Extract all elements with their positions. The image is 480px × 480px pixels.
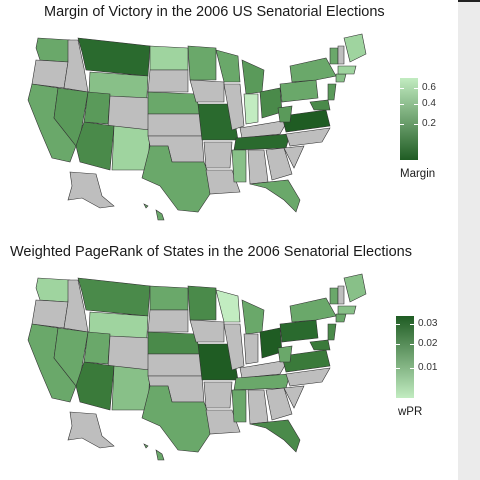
state-la: [205, 409, 241, 435]
state-hi: [155, 209, 165, 221]
state-wv: [277, 345, 293, 363]
state-hi-2: [143, 203, 149, 209]
state-il: [223, 83, 245, 131]
state-fl: [249, 419, 301, 453]
state-ut: [83, 91, 111, 125]
state-ga: [265, 387, 293, 421]
top-edge-bar: [458, 0, 480, 2]
state-mt: [77, 277, 151, 317]
state-ky: [239, 359, 289, 379]
state-ms: [231, 389, 247, 423]
state-tx: [141, 145, 215, 213]
state-ga: [265, 147, 293, 181]
state-nh: [337, 285, 345, 305]
state-al: [247, 149, 269, 185]
state-sd: [147, 309, 189, 333]
pagerank-tick-0.01: 0.01: [418, 362, 438, 373]
state-or: [31, 299, 69, 329]
state-nm: [111, 365, 151, 411]
margin-tick-0.4: 0.4: [422, 98, 436, 109]
pagerank-tick-0.03: 0.03: [418, 318, 438, 329]
state-ar: [203, 141, 233, 169]
state-ak: [67, 171, 115, 209]
margin-map-title: Margin of Victory in the 2006 US Senator…: [44, 4, 385, 20]
pagerank-legend-title: wPR: [398, 406, 423, 418]
state-ne: [147, 331, 201, 355]
state-ms: [231, 149, 247, 183]
state-me: [343, 33, 367, 63]
pagerank-panel: Weighted PageRank of States in the 2006 …: [0, 240, 458, 480]
pagerank-map-title: Weighted PageRank of States in the 2006 …: [10, 244, 412, 260]
state-ny: [289, 57, 337, 83]
state-ky: [239, 119, 289, 139]
state-ma: [337, 65, 357, 75]
state-tx: [141, 385, 215, 453]
pagerank-us-map: [27, 273, 367, 461]
state-nm: [111, 125, 151, 171]
state-ct: [335, 313, 347, 323]
state-wa: [35, 37, 71, 63]
state-hi: [155, 449, 165, 461]
state-va: [281, 109, 331, 133]
state-ia: [189, 319, 225, 343]
margin-panel: Margin of Victory in the 2006 US Senator…: [0, 0, 458, 240]
state-sc: [283, 385, 305, 409]
state-wi: [215, 49, 241, 83]
state-ct: [335, 73, 347, 83]
state-wv: [277, 105, 293, 123]
state-ks: [147, 353, 203, 377]
state-mi: [241, 299, 265, 335]
state-ut: [83, 331, 111, 365]
state-wa: [35, 277, 71, 303]
state-ny: [289, 297, 337, 323]
state-wi: [215, 289, 241, 323]
margin-tick-0.6: 0.6: [422, 82, 436, 93]
pagerank-tick-0.02: 0.02: [418, 338, 438, 349]
state-va: [281, 349, 331, 373]
margin-legend-title: Margin: [400, 168, 436, 180]
state-ks: [147, 113, 203, 137]
state-or: [31, 59, 69, 89]
state-sc: [283, 145, 305, 169]
state-az: [75, 361, 115, 411]
state-nj: [327, 323, 337, 341]
margin-tick-0.2: 0.2: [422, 118, 436, 129]
state-in: [243, 333, 259, 365]
state-il: [223, 323, 245, 371]
state-nj: [327, 83, 337, 101]
state-ne: [147, 91, 201, 115]
figure-sheet: Margin of Victory in the 2006 US Senator…: [0, 0, 458, 480]
margin-us-map: [27, 33, 367, 221]
state-pa: [279, 79, 319, 103]
state-ak: [67, 411, 115, 449]
margin-colorbar: [400, 78, 418, 160]
state-vt: [329, 287, 339, 305]
state-mt: [77, 37, 151, 77]
state-sd: [147, 69, 189, 93]
state-pa: [279, 319, 319, 343]
state-mn: [187, 45, 217, 81]
state-nd: [149, 285, 189, 311]
pagerank-colorbar: [396, 316, 414, 398]
state-me: [343, 273, 367, 303]
state-ar: [203, 381, 233, 409]
state-nh: [337, 45, 345, 65]
state-mn: [187, 285, 217, 321]
state-vt: [329, 47, 339, 65]
state-nc: [285, 127, 331, 147]
state-fl: [249, 179, 301, 213]
state-ia: [189, 79, 225, 103]
right-margin: [458, 0, 480, 480]
state-al: [247, 389, 269, 425]
state-az: [75, 121, 115, 171]
state-nc: [285, 367, 331, 387]
state-in: [243, 93, 259, 125]
state-mi: [241, 59, 265, 95]
state-hi-2: [143, 443, 149, 449]
state-ma: [337, 305, 357, 315]
state-la: [205, 169, 241, 195]
state-nd: [149, 45, 189, 71]
state-md: [309, 339, 331, 351]
state-md: [309, 99, 331, 111]
